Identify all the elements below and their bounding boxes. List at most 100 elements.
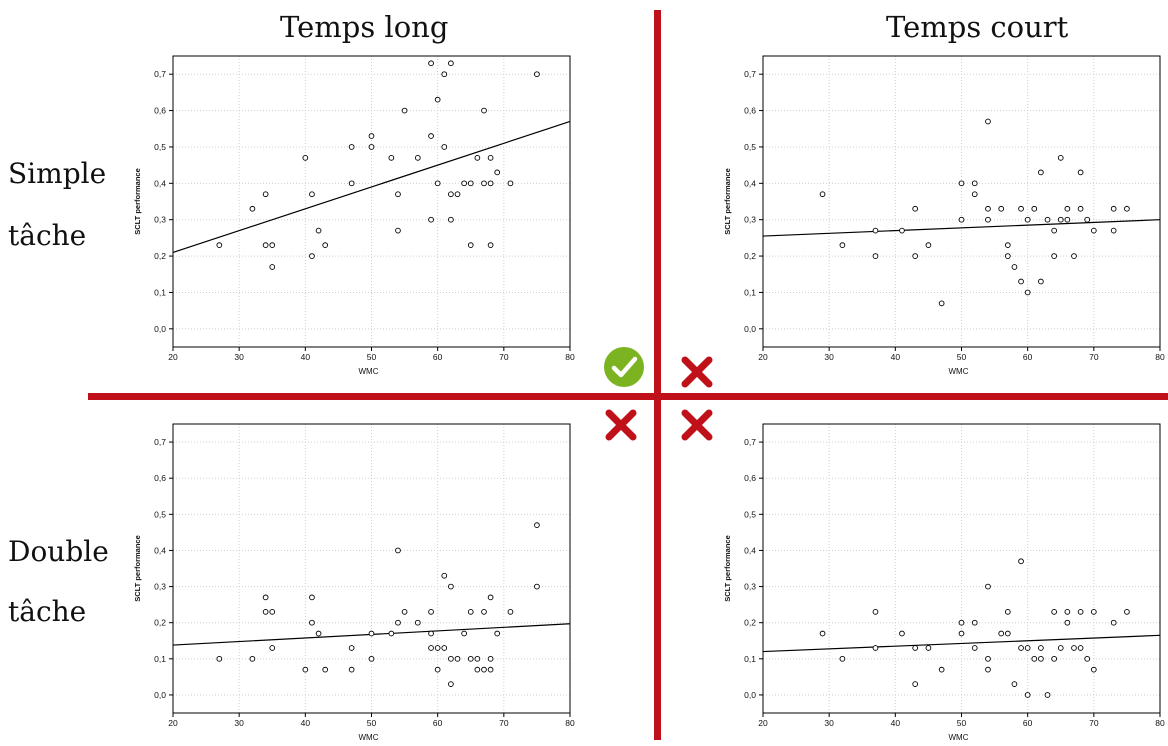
- data-point: [467, 242, 474, 249]
- data-point: [269, 242, 276, 249]
- data-point: [971, 191, 978, 198]
- data-point: [507, 609, 514, 615]
- data-point: [269, 645, 276, 651]
- data-point: [1051, 609, 1057, 615]
- data-point: [216, 655, 223, 662]
- scatter-chart-court-simple: 0,0 0,1 0,2 0,3 0,4 0,5 0,6 0,7 20 30 40 50 60 70 80 WM…: [723, 55, 1165, 376]
- data-point: [474, 666, 481, 673]
- y-tick-label: 0,5: [154, 509, 166, 519]
- data-point: [481, 180, 487, 187]
- data-point: [1077, 205, 1084, 212]
- data-point: [302, 666, 309, 673]
- horizontal-divider: [88, 393, 1168, 400]
- data-point: [819, 191, 826, 198]
- data-point: [249, 655, 256, 662]
- data-point: [474, 655, 481, 662]
- y-tick-label: 0,4: [744, 545, 756, 555]
- data-point: [1011, 264, 1018, 270]
- x-axis-label: WMC: [949, 367, 969, 376]
- data-point: [1024, 692, 1031, 698]
- data-point: [1090, 609, 1097, 615]
- x-tick-label: 20: [758, 718, 768, 728]
- data-point: [899, 227, 905, 234]
- data-point: [1004, 253, 1011, 259]
- trend-line: [762, 634, 1161, 653]
- data-point: [262, 594, 269, 601]
- data-point: [428, 60, 434, 67]
- data-point: [971, 645, 978, 651]
- data-point: [216, 242, 223, 249]
- data-point: [1018, 558, 1024, 565]
- data-point: [441, 71, 448, 78]
- data-point: [302, 154, 309, 161]
- data-point: [1051, 655, 1057, 662]
- data-point: [395, 191, 401, 198]
- data-point: [322, 666, 329, 673]
- data-point: [1084, 216, 1091, 223]
- data-point: [441, 572, 448, 579]
- data-point: [448, 60, 454, 67]
- data-point: [388, 630, 395, 637]
- data-point: [912, 681, 919, 687]
- y-axis-label: SCLT performance: [723, 168, 732, 235]
- data-point: [454, 191, 461, 198]
- data-point: [1044, 216, 1051, 223]
- data-point: [958, 216, 965, 223]
- data-point: [448, 655, 454, 662]
- x-tick-label: 50: [367, 718, 377, 728]
- data-point: [1090, 666, 1097, 673]
- y-tick-label: 0,0: [744, 324, 756, 334]
- y-tick-label: 0,4: [744, 178, 756, 188]
- data-point: [487, 666, 494, 673]
- y-tick-label: 0,0: [744, 690, 756, 700]
- y-axis-label: SCLT performance: [133, 168, 142, 235]
- x-tick-label: 30: [824, 718, 834, 728]
- data-point: [434, 666, 441, 673]
- x-axis-label: WMC: [949, 733, 969, 742]
- data-point: [461, 630, 467, 637]
- data-point: [507, 180, 514, 187]
- data-point: [1064, 216, 1071, 223]
- column-title-short: Temps court: [886, 10, 1069, 44]
- data-point: [441, 645, 448, 651]
- x-tick-label: 70: [499, 718, 509, 728]
- data-point: [1024, 289, 1031, 296]
- data-point: [1038, 278, 1044, 285]
- data-point: [1077, 645, 1084, 651]
- data-point: [487, 594, 494, 601]
- column-title-long: Temps long: [280, 10, 449, 44]
- data-point: [487, 154, 494, 161]
- y-tick-label: 0,5: [744, 509, 756, 519]
- data-point: [481, 666, 487, 673]
- data-point: [1110, 227, 1117, 234]
- data-point: [912, 205, 919, 212]
- data-point: [958, 180, 965, 187]
- data-point: [925, 242, 932, 249]
- data-point: [1124, 609, 1130, 615]
- data-point: [958, 619, 965, 626]
- data-point: [1038, 169, 1044, 176]
- check-icon: [604, 347, 644, 387]
- y-axis-label: SCLT performance: [723, 535, 732, 602]
- x-tick-label: 80: [1155, 718, 1165, 728]
- data-point: [434, 96, 441, 103]
- data-point: [998, 630, 1005, 637]
- x-tick-label: 80: [565, 718, 575, 728]
- data-point: [414, 154, 421, 161]
- data-point: [388, 154, 395, 161]
- data-point: [348, 180, 355, 187]
- data-point: [494, 630, 501, 637]
- data-point: [938, 300, 945, 307]
- x-tick-label: 30: [824, 352, 834, 362]
- data-point: [262, 191, 269, 198]
- data-point: [958, 630, 965, 637]
- data-point: [448, 191, 454, 198]
- data-point: [474, 154, 481, 161]
- data-point: [985, 583, 991, 590]
- x-tick-label: 50: [957, 718, 967, 728]
- x-axis-label: WMC: [359, 733, 379, 742]
- trend-line: [172, 120, 571, 253]
- data-point: [368, 133, 375, 139]
- data-point: [368, 655, 375, 662]
- y-tick-label: 0,4: [154, 178, 166, 188]
